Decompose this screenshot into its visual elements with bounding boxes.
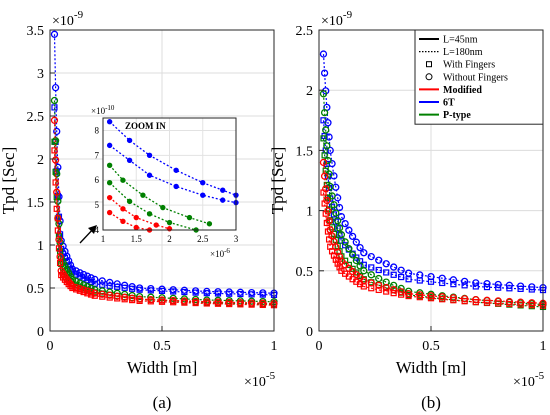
inset-data-point <box>107 210 111 214</box>
y-multiplier-exponent: -9 <box>74 9 84 21</box>
inset-x-tick-label: 2 <box>167 234 172 244</box>
inset-data-point <box>167 220 171 224</box>
y-axis-label: Tpd [Sec] <box>0 147 18 215</box>
inset-data-point <box>147 153 151 157</box>
legend-label: L=180nm <box>443 47 483 58</box>
x-tick-label: 1 <box>540 339 547 354</box>
inset-x-multiplier-exponent: -6 <box>224 247 230 255</box>
y-tick-label: 2.5 <box>27 110 45 125</box>
inset-data-point <box>107 181 111 185</box>
legend-label: Modified <box>443 85 482 96</box>
y-tick-label: 0.5 <box>27 282 45 297</box>
y-tick-label: 2.5 <box>296 24 314 39</box>
inset-x-tick-label: 3 <box>234 234 239 244</box>
inset-data-point <box>221 188 225 192</box>
y-tick-label: 1.5 <box>27 196 45 211</box>
y-multiplier-base: ×10 <box>321 14 343 29</box>
inset-data-point <box>107 195 111 199</box>
y-tick-label: 1 <box>306 205 313 220</box>
inset-x-multiplier-base: ×10 <box>210 249 225 259</box>
y-axis-label: Tpd [Sec] <box>268 147 287 215</box>
inset-data-point <box>107 163 111 167</box>
inset-data-point <box>221 198 225 202</box>
y-tick-label: 2 <box>37 153 44 168</box>
legend: L=45nmL=180nm With FingersWithout Fingers… <box>415 30 543 124</box>
inset-data-point <box>174 168 178 172</box>
y-tick-label: 0 <box>37 325 44 340</box>
y-tick-label: 1 <box>37 239 44 254</box>
inset-x-tick-label: 1 <box>101 234 106 244</box>
inset-data-point <box>154 223 158 227</box>
x-tick-label: 0 <box>47 339 54 354</box>
inset-data-point <box>134 225 138 229</box>
inset-y-multiplier-base: ×10 <box>91 106 106 116</box>
inset-x-tick-label: 1.5 <box>131 234 143 244</box>
y-tick-label: 1.5 <box>296 144 314 159</box>
inset-data-point <box>187 215 191 219</box>
x-axis-label: Width [m] <box>127 358 198 377</box>
inset-data-point <box>127 158 131 162</box>
inset-x-tick-label: 2.5 <box>197 234 209 244</box>
inset-y-tick-label: 8 <box>95 125 100 135</box>
inset-data-point <box>107 143 111 147</box>
y-tick-label: 2 <box>306 84 313 99</box>
y-tick-label: 3 <box>37 67 44 82</box>
inset-data-point <box>201 181 205 185</box>
panel-label: (b) <box>421 393 441 412</box>
x-multiplier-exponent: -5 <box>266 370 276 382</box>
legend-label: 6T <box>443 98 455 109</box>
inset-data-point <box>121 207 125 211</box>
inset-data-point <box>121 219 125 223</box>
x-multiplier-base: ×10 <box>513 375 535 390</box>
x-tick-label: 0 <box>316 339 323 354</box>
inset-data-point <box>134 215 138 219</box>
y-tick-label: 0.5 <box>296 265 314 280</box>
inset-data-point <box>147 212 151 216</box>
inset-data-point <box>161 205 165 209</box>
inset-data-point <box>127 199 131 203</box>
inset-data-point <box>147 173 151 177</box>
inset-data-point <box>121 178 125 182</box>
x-tick-label: 0.5 <box>422 339 440 354</box>
x-tick-label: 0.5 <box>153 339 171 354</box>
inset-y-tick-label: 6 <box>95 175 100 185</box>
x-axis-label: Width [m] <box>396 358 467 377</box>
y-multiplier-base: ×10 <box>52 14 74 29</box>
y-tick-label: 3.5 <box>27 24 45 39</box>
legend-label: Without Fingers <box>443 72 508 83</box>
legend-label: With Fingers <box>443 60 495 71</box>
inset-y-tick-label: 5 <box>95 200 100 210</box>
inset-data-point <box>107 120 111 124</box>
y-tick-label: 0 <box>306 325 313 340</box>
panel-label: (a) <box>153 393 172 412</box>
inset-y-multiplier-exponent: -10 <box>105 104 115 112</box>
inset-data-point <box>201 193 205 197</box>
inset-y-tick-label: 7 <box>95 150 100 160</box>
inset-data-point <box>141 193 145 197</box>
inset-data-point <box>207 222 211 226</box>
x-multiplier-exponent: -5 <box>535 370 545 382</box>
x-tick-label: 1 <box>271 339 278 354</box>
x-multiplier-base: ×10 <box>244 375 266 390</box>
y-multiplier-exponent: -9 <box>343 9 353 21</box>
inset-title: ZOOM IN <box>125 121 166 131</box>
inset-data-point <box>174 184 178 188</box>
inset-data-point <box>127 138 131 142</box>
legend-label: P-type <box>443 110 471 121</box>
legend-label: L=45nm <box>443 35 478 46</box>
